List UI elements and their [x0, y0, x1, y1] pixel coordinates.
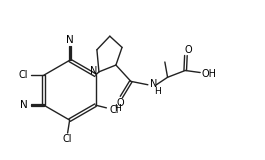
Text: O: O: [116, 98, 124, 108]
Text: OH: OH: [201, 68, 216, 79]
Text: H: H: [154, 87, 161, 96]
Text: Cl: Cl: [109, 105, 119, 115]
Text: H: H: [114, 104, 121, 113]
Text: N: N: [20, 100, 28, 110]
Text: N: N: [150, 79, 157, 89]
Text: Cl: Cl: [63, 134, 72, 144]
Text: O: O: [184, 45, 192, 55]
Text: N: N: [66, 35, 73, 45]
Text: N: N: [90, 66, 97, 76]
Text: Cl: Cl: [19, 70, 28, 80]
